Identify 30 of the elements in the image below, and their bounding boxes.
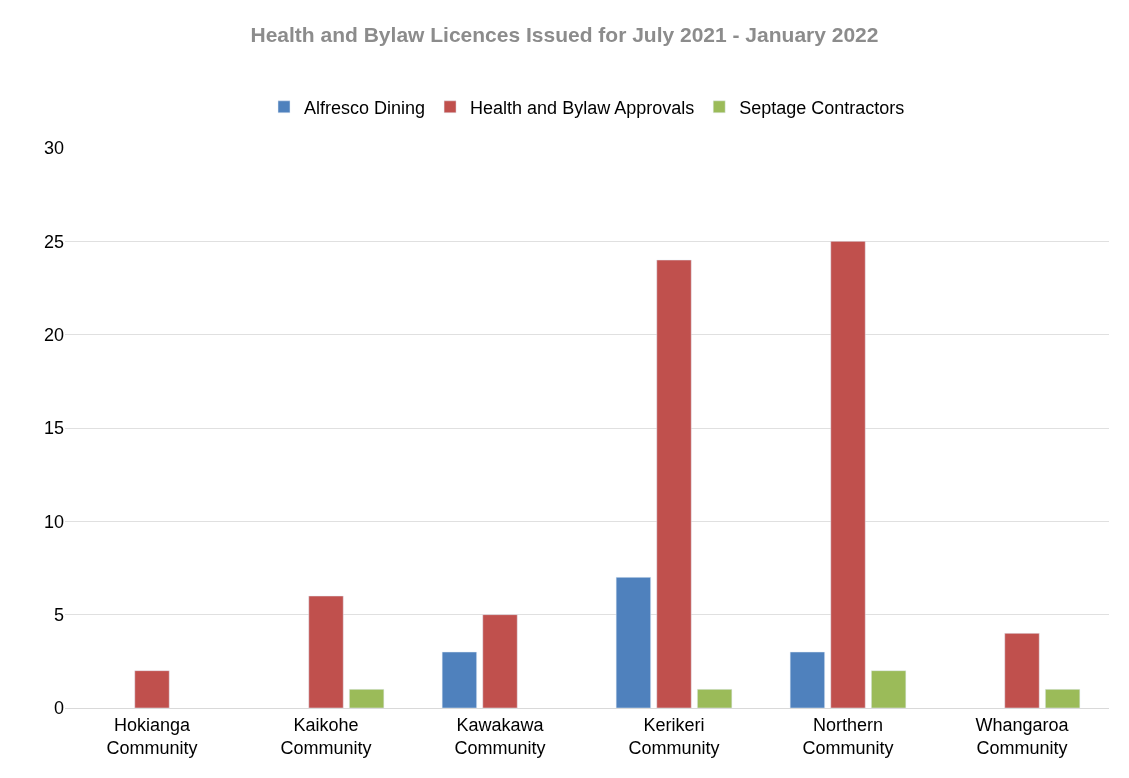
bar [349,689,385,708]
x-tick-label: Kaikohe Community [280,714,372,758]
bar [697,689,733,708]
bar [134,670,170,708]
bar [615,577,651,708]
bar [789,651,825,708]
legend-label: Alfresco Dining [304,97,426,118]
y-tick-label: 15 [43,418,64,439]
x-tick-label: Whangaroa Community [975,714,1070,758]
y-tick-label: 5 [53,604,64,625]
y-tick-label: 20 [43,324,64,345]
bar [1004,633,1040,708]
bar [871,670,907,708]
bar [830,241,866,708]
legend-label: Health and Bylaw Approvals [470,97,695,118]
bar [308,595,344,708]
x-tick-label: Northern Community [802,714,894,758]
bar [656,259,692,708]
y-tick-label: 25 [43,231,64,252]
legend-label: Septage Contractors [739,97,905,118]
chart-title: Health and Bylaw Licences Issued for July 2021 - January 2022 [250,22,879,46]
bar [1045,689,1081,708]
x-tick-label: Hokianga Community [106,714,198,758]
y-tick-label: 10 [43,511,64,532]
x-tick-label: Kerikeri Community [628,714,720,758]
x-tick-label: Kawakawa Community [454,714,546,758]
y-tick-label: 30 [43,138,64,159]
bar [441,651,477,708]
y-tick-label: 0 [53,698,64,719]
bar [482,614,518,708]
